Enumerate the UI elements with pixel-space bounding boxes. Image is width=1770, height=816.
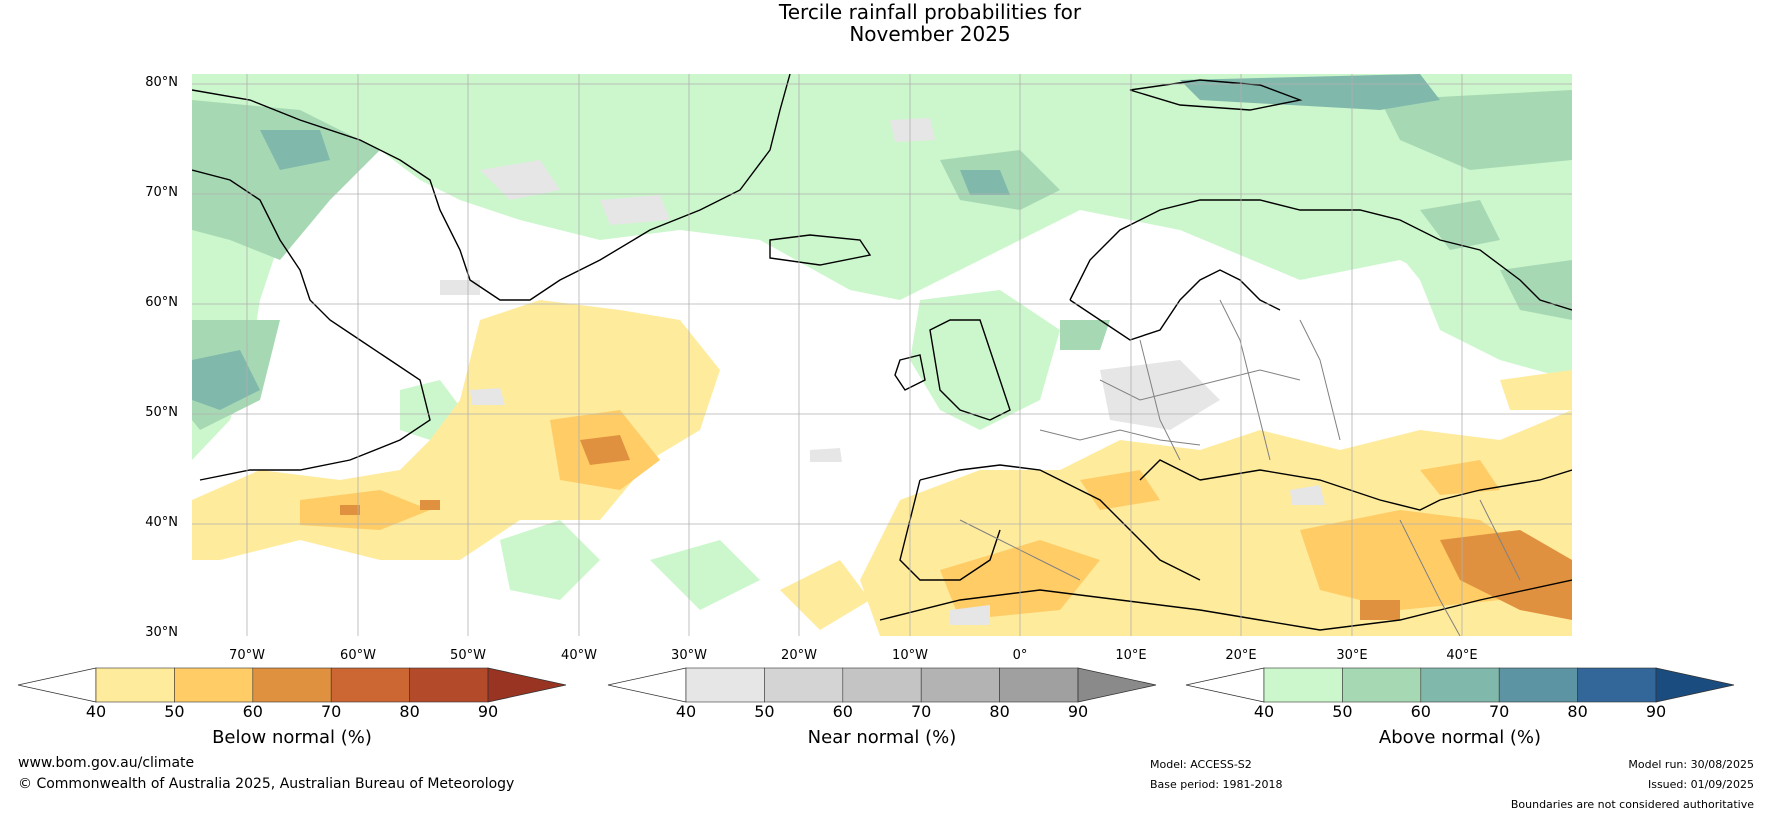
lat-label-80n: 80°N — [145, 75, 178, 90]
lat-label-40n: 40°N — [145, 515, 178, 530]
footer-copyright: © Commonwealth of Australia 2025, Austra… — [18, 776, 515, 792]
near-colorbar-tick-label: 50 — [754, 702, 775, 721]
near-colorbar-segment — [920, 667, 1000, 703]
above-colorbar-segment — [1420, 667, 1500, 703]
below-colorbar-under-triangle — [17, 667, 97, 703]
footer-model: Model: ACCESS-S2 — [1150, 758, 1252, 771]
lon-label-10w: 10°W — [892, 648, 928, 663]
lon-label-30w: 30°W — [671, 648, 707, 663]
footer-model-run: Model run: 30/08/2025 — [1628, 758, 1754, 771]
near-colorbar-segment — [999, 667, 1079, 703]
near-colorbar-segment — [685, 667, 765, 703]
above-colorbar-tick-label: 70 — [1489, 702, 1510, 721]
graticule — [192, 74, 1572, 636]
above-colorbar-tick-label: 60 — [1410, 702, 1431, 721]
lon-label-20e: 20°E — [1225, 648, 1257, 663]
below-colorbar-tick-label: 70 — [321, 702, 342, 721]
near-colorbar-segment — [842, 667, 922, 703]
colorbar-title-above: Above normal (%) — [1378, 727, 1542, 748]
lon-label-40e: 40°E — [1446, 648, 1478, 663]
lat-label-50n: 50°N — [145, 405, 178, 420]
near-colorbar-over-triangle — [1077, 667, 1157, 703]
colorbar-below-normal — [17, 667, 567, 703]
lon-label-10e: 10°E — [1115, 648, 1147, 663]
above-colorbar-tick-label: 50 — [1332, 702, 1353, 721]
near-normal-areas — [440, 118, 1325, 625]
below-colorbar-tick-label: 40 — [85, 702, 107, 721]
above-colorbar-tick-label: 80 — [1567, 702, 1588, 721]
lat-label-70n: 70°N — [145, 185, 178, 200]
near-colorbar-tick-label: 90 — [1067, 702, 1089, 721]
near-colorbar-under-triangle — [607, 667, 687, 703]
above-colorbar-segment — [1263, 667, 1343, 703]
colorbar-above-normal — [1185, 667, 1735, 703]
colorbar-near-normal — [607, 667, 1157, 703]
footer-disclaimer: Boundaries are not considered authoritat… — [1510, 798, 1754, 811]
below-colorbar-segment — [95, 667, 175, 703]
below-colorbar-tick-label: 80 — [399, 702, 420, 721]
below-colorbar-segment — [252, 667, 332, 703]
lon-label-0: 0° — [1012, 648, 1028, 663]
near-colorbar-tick-label: 60 — [832, 702, 853, 721]
below-colorbar-segment — [409, 667, 489, 703]
lon-label-20w: 20°W — [781, 648, 817, 663]
country-borders — [959, 299, 1521, 636]
lon-label-50w: 50°W — [450, 648, 486, 663]
near-colorbar-tick-label: 70 — [911, 702, 932, 721]
colorbar-title-near: Near normal (%) — [807, 727, 957, 748]
above-normal-70-areas — [192, 74, 1440, 410]
above-colorbar-segment — [1498, 667, 1578, 703]
above-colorbar-segment — [1577, 667, 1657, 703]
map-title-line-2: November 2025 — [849, 22, 1011, 46]
lon-label-40w: 40°W — [561, 648, 597, 663]
lat-label-60n: 60°N — [145, 295, 178, 310]
near-colorbar-tick-label: 80 — [989, 702, 1010, 721]
lon-label-70w: 70°W — [229, 648, 265, 663]
footer-issued: Issued: 01/09/2025 — [1647, 778, 1754, 791]
below-colorbar-over-triangle — [487, 667, 567, 703]
below-colorbar-tick-label: 90 — [477, 702, 499, 721]
colorbar-title-below: Below normal (%) — [212, 727, 372, 748]
below-normal-70-areas — [340, 435, 1572, 620]
above-colorbar-tick-label: 90 — [1645, 702, 1667, 721]
above-colorbar-segment — [1342, 667, 1422, 703]
above-colorbar-tick-label: 40 — [1253, 702, 1275, 721]
below-colorbar-tick-label: 60 — [242, 702, 263, 721]
coastlines — [192, 74, 1572, 631]
lat-label-30n: 30°N — [145, 625, 178, 640]
below-colorbar-tick-label: 50 — [164, 702, 185, 721]
near-colorbar-tick-label: 40 — [675, 702, 697, 721]
lon-label-60w: 60°W — [340, 648, 376, 663]
above-colorbar-over-triangle — [1655, 667, 1735, 703]
footer-url: www.bom.gov.au/climate — [18, 755, 195, 771]
near-colorbar-segment — [764, 667, 844, 703]
map-title-line-1: Tercile rainfall probabilities for — [778, 0, 1082, 24]
below-colorbar-segment — [330, 667, 410, 703]
footer-base-period: Base period: 1981-2018 — [1150, 778, 1283, 791]
lon-label-30e: 30°E — [1336, 648, 1368, 663]
above-colorbar-under-triangle — [1185, 667, 1265, 703]
below-colorbar-segment — [174, 667, 254, 703]
